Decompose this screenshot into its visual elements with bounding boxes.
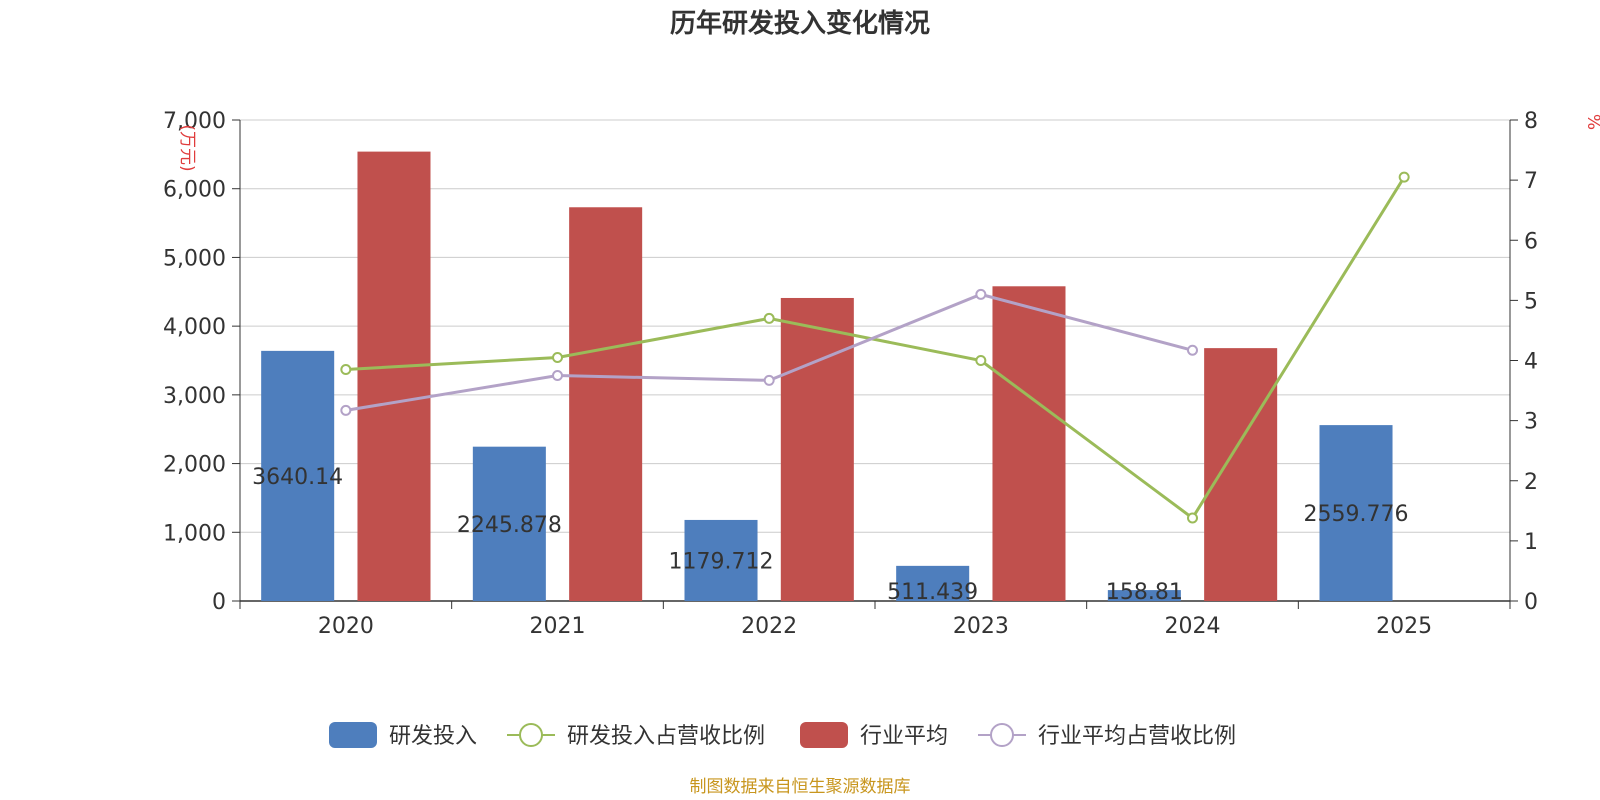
bar-industry-average (780, 297, 854, 601)
data-source-note: 制图数据来自恒生聚源数据库 (690, 777, 911, 797)
y-right-tick-label: 7 (1524, 169, 1538, 194)
bar-industry-average (992, 286, 1066, 601)
y-right-tick-label: 2 (1524, 470, 1538, 495)
y-left-tick-label: 7,000 (163, 109, 226, 134)
line-rd-ratio (345, 176, 1406, 521)
bar-rd-investment (684, 519, 758, 601)
legend-label: 研发投入 (389, 724, 477, 749)
line-rd-ratio-point (763, 312, 775, 324)
bar-rd-investment (261, 350, 335, 601)
bars-layer (261, 151, 1393, 601)
bar-data-label: 1179.712 (669, 549, 774, 574)
bar-rd-investment (472, 446, 546, 601)
bar-data-label: 2245.878 (457, 513, 562, 538)
bar-rd-investment (1319, 425, 1393, 601)
legend-item: 行业平均 (800, 722, 948, 749)
x-tick-label: 2022 (741, 614, 797, 639)
line-rd-ratio-point (340, 364, 352, 376)
y-right-tick-label: 4 (1524, 350, 1538, 375)
y-right-tick-label: 3 (1524, 410, 1538, 435)
line-industry-ratio-point (1187, 344, 1198, 356)
line-industry-ratio-point (763, 374, 775, 386)
axes-layer: 0 1,000 2,000 3,000 4,000 5,000 6,000 7,000 0 1 2 3… (163, 109, 1600, 639)
legend-swatch (329, 722, 377, 748)
labels-layer: 3640.14 2245.878 1179.712 511.439 158.81 2559… (252, 465, 1408, 605)
y-right-tick-label: 0 (1524, 590, 1538, 615)
chart-title: 历年研发投入变化情况 (670, 8, 930, 39)
y-left-tick-label: 0 (212, 590, 226, 615)
grid-layer (240, 119, 1510, 533)
legend: 研发投入 研发投入占营收比例 行业平均 行业平均占营收比例 (329, 722, 1236, 749)
legend-label: 行业平均占营收比例 (1038, 724, 1236, 749)
bar-industry-average (357, 151, 431, 601)
x-tick-label: 2023 (953, 614, 1009, 639)
line-industry-ratio-point (340, 404, 352, 416)
legend-swatch (800, 722, 848, 748)
y-right-tick-label: 6 (1524, 229, 1538, 254)
x-tick-label: 2020 (318, 614, 374, 639)
x-tick-label: 2024 (1165, 614, 1221, 639)
bar-data-label: 158.81 (1106, 580, 1183, 605)
x-tick-label: 2021 (530, 614, 586, 639)
line-rd-ratio-point (975, 355, 987, 366)
legend-swatch-marker (990, 723, 1014, 747)
line-rd-ratio-point (1398, 171, 1410, 183)
y-left-tick-label: 3,000 (163, 384, 226, 409)
bar-industry-average (1204, 348, 1278, 601)
y-left-tick-label: 1,000 (163, 521, 226, 546)
lines-layer (340, 171, 1410, 524)
y-right-tick-label: 8 (1524, 109, 1538, 134)
bar-rd-investment (896, 565, 970, 601)
bar-industry-average (569, 207, 643, 601)
line-industry-ratio-point (552, 370, 563, 382)
line-rd-ratio-point (1187, 512, 1198, 524)
x-tick-label: 2025 (1376, 614, 1432, 639)
y-right-tick-label: 5 (1524, 289, 1538, 314)
y-right-axis-label: % (1583, 114, 1600, 130)
y-left-tick-label: 6,000 (163, 178, 226, 203)
line-rd-ratio-point (552, 351, 563, 363)
y-left-tick-label: 5,000 (163, 246, 226, 271)
bar-data-label: 511.439 (887, 580, 978, 605)
bar-data-label: 3640.14 (252, 465, 343, 490)
bar-rd-investment (1107, 590, 1181, 601)
y-right-tick-label: 1 (1524, 530, 1538, 555)
legend-swatch-marker (519, 723, 543, 747)
bar-data-label: 2559.776 (1304, 502, 1409, 527)
line-industry-ratio-point (975, 288, 987, 300)
y-left-tick-label: 2,000 (163, 453, 226, 478)
legend-item: 行业平均占营收比例 (978, 723, 1236, 749)
legend-label: 行业平均 (860, 724, 948, 749)
legend-label: 研发投入占营收比例 (567, 724, 765, 749)
y-left-axis-label: (万元) (177, 124, 197, 171)
legend-item: 研发投入 (329, 722, 477, 749)
legend-item: 研发投入占营收比例 (507, 723, 765, 749)
y-left-tick-label: 4,000 (163, 315, 226, 340)
